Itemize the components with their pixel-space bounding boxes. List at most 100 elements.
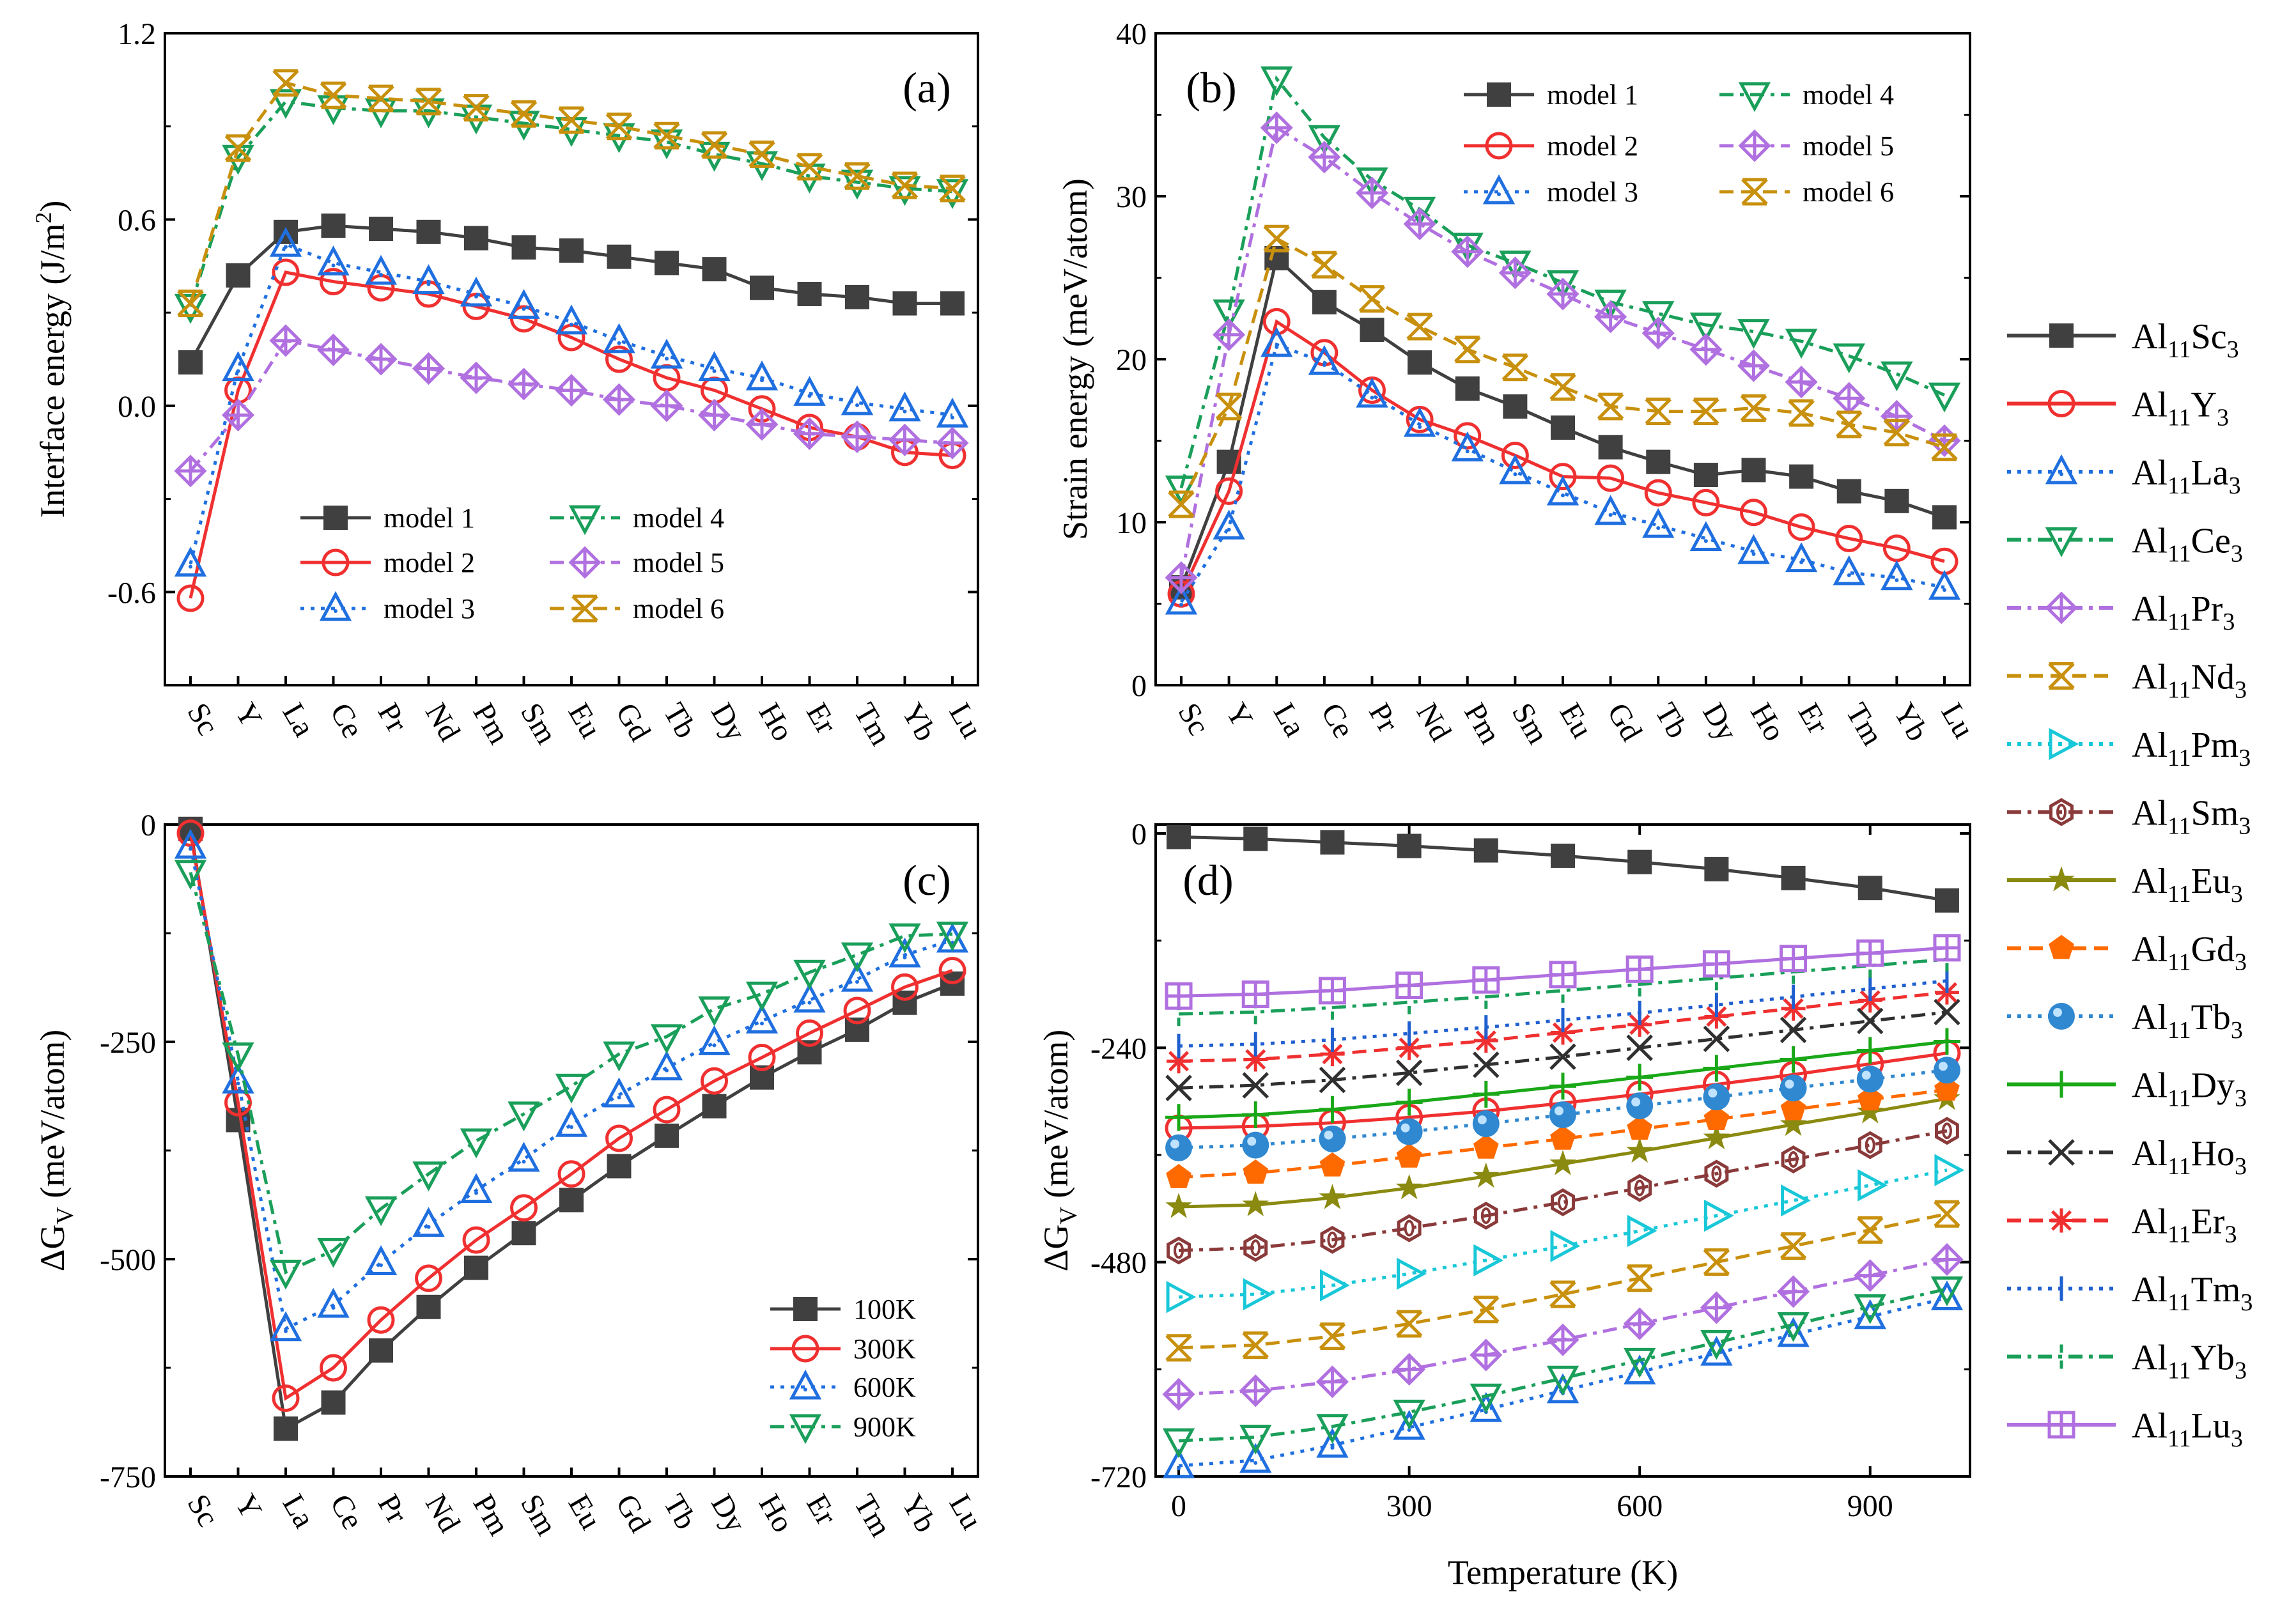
panel-d-series-4-point-3-shape <box>1393 1399 1425 1430</box>
panel-d-series-8-point-9-shape <box>1858 1131 1882 1159</box>
legend-label-10-el: Gd <box>2191 930 2235 970</box>
panel-b-series-4-point-16-shape <box>1928 382 1961 413</box>
panel-a-series-1-point-7-shape <box>511 235 536 260</box>
panel-b-series-6-point-13-shape <box>1788 399 1815 427</box>
panel-d-series-8-point-8-shape <box>1781 1145 1806 1174</box>
panel-c-series-4-point-13 <box>793 959 826 990</box>
panel-b-series-4-point-8-shape <box>1546 270 1579 300</box>
panel-a-series-3-point-14 <box>841 385 874 415</box>
panel-c-series-3-point-8 <box>555 1106 588 1137</box>
panel-c-series-2-point-9 <box>605 1124 633 1152</box>
panel-d-series-12-point-8-shape <box>1780 1046 1807 1073</box>
panel-d-series-7-point-6-shape <box>1627 1214 1657 1247</box>
panel-d-series-10-point-7 <box>1703 1106 1730 1131</box>
panel-d-series-4-point-4-shape <box>1470 1383 1502 1414</box>
panel-d-series-9-point-2-shape <box>1319 1184 1346 1209</box>
panel-c-legend-marker-4 <box>789 1414 822 1445</box>
panel-a-xtick-label-3: Ce <box>323 697 370 744</box>
panel-d-series-1-point-1 <box>1243 826 1268 851</box>
panel-d-series-9-point-6-shape <box>1626 1137 1653 1163</box>
panel-b-series-6-point-8-shape <box>1549 373 1576 401</box>
panel-b-series-1-point-10-shape <box>1646 449 1671 474</box>
panel-d-series-11-point-9-shine <box>1861 1071 1871 1080</box>
panel-d-series-11-point-8-shine <box>1785 1080 1794 1089</box>
panel-d-series-4-point-10 <box>1930 1276 1964 1306</box>
panel-a-series-5-point-10 <box>650 389 683 422</box>
panel-a-xtick-label-16: Lu <box>942 697 989 744</box>
legend-label-12-sub1: 11 <box>2168 1085 2191 1112</box>
panel-b-series-1-point-4 <box>1360 318 1385 343</box>
legend-label-16-al: Al <box>2132 1338 2168 1378</box>
panel-c-series-2-point-15-shape <box>891 973 919 1001</box>
panel-c-xtick-label-14: Tm <box>847 1489 897 1542</box>
legend-marker-9-shape <box>2048 866 2075 892</box>
panel-c-series-2-point-16 <box>938 956 966 984</box>
panel-b-series-3-point-8-shape <box>1546 475 1579 506</box>
panel-d-series-8-point-6-inner <box>1634 1179 1645 1197</box>
panel-d-series-11-point-3-shape <box>1395 1118 1423 1145</box>
panel-a-series-6-point-2 <box>272 69 299 97</box>
panel-c-xtick-label-7: Sm <box>514 1489 564 1541</box>
panel-d-series-17-point-7-cross <box>1704 951 1729 976</box>
panel-a-series-5-point-15-cross <box>890 426 919 454</box>
panel-c-legend-marker-2-shape <box>791 1335 819 1363</box>
panel-c-series-3-point-14-shape <box>841 961 874 992</box>
panel-c-series-1-point-6-shape <box>464 1255 488 1280</box>
legend-label-8: Al11Sm3 <box>2132 794 2251 840</box>
panel-d-series-6-point-7-shape <box>1703 1248 1730 1276</box>
panel-a-series-3-point-12 <box>745 360 779 391</box>
legend-label-2-sub1: 11 <box>2168 405 2191 431</box>
panel-a-legend-marker-3 <box>319 591 352 621</box>
panel-b-label: (b) <box>1186 63 1236 112</box>
panel-c-series-3-point-7 <box>508 1142 540 1172</box>
panel-b-legend-marker-2-shape <box>1485 132 1513 160</box>
panel-d-series-8-point-7-shape <box>1704 1159 1729 1188</box>
panel-a-series-3-point-3-shape <box>317 245 350 275</box>
panel-d-series-12-point-7 <box>1703 1055 1730 1082</box>
panel-b-series-3-point-3-shape <box>1308 345 1341 375</box>
panel-d-series-11-point-3 <box>1395 1118 1423 1145</box>
panel-b-series-6-point-4 <box>1358 285 1386 313</box>
panel-b-series-5-point-10-cross <box>1644 319 1673 348</box>
panel-c-xtick-label-4: Pr <box>371 1489 414 1529</box>
panel-d-series-13-point-3-shape <box>1395 1059 1423 1087</box>
panel-b-series-5-point-15 <box>1880 399 1913 433</box>
panel-d-series-3-point-7-shape <box>1700 1335 1733 1366</box>
legend-marker-12 <box>2048 1071 2075 1098</box>
panel-d-series-3-point-3-dot <box>1407 1428 1411 1432</box>
legend-marker-4-shape <box>2045 527 2078 557</box>
legend-marker-14-shape <box>2049 1208 2074 1233</box>
panel-d-series-10-point-6-shape <box>1627 1115 1653 1140</box>
panel-d-series-4-point-4 <box>1470 1383 1502 1414</box>
legend-label-7-el: Pm <box>2191 725 2239 765</box>
panel-b-series-6-point-12-shape <box>1740 394 1767 422</box>
panel-d-series-5-line <box>1178 1258 1948 1396</box>
panel-d-series-7-point-5-shape <box>1550 1230 1581 1262</box>
panel-d-series-9-point-7-shape <box>1703 1124 1730 1150</box>
legend-label-15-el: Tm <box>2191 1270 2241 1310</box>
panel-b-series-4-point-2 <box>1260 66 1293 97</box>
panel-d-series-9-point-2 <box>1319 1184 1346 1209</box>
legend-label-17-sub1: 11 <box>2168 1425 2191 1452</box>
panel-c-series-3-point-6-dot <box>474 1191 478 1195</box>
panel-d-series-4-point-1 <box>1239 1425 1272 1455</box>
legend-label-1-sub2: 3 <box>2227 336 2239 363</box>
legend-marker-1-shape <box>2049 323 2074 348</box>
panel-b-series-1-point-12 <box>1741 458 1766 483</box>
panel-b-series-3-point-9-dot <box>1608 513 1613 517</box>
panel-b-series-3-point-5 <box>1403 407 1436 437</box>
panel-d-series-17-point-6-cross <box>1627 957 1652 982</box>
legend-marker-11-shape <box>2048 1003 2075 1030</box>
panel-d-series-11-point-0-shape <box>1165 1134 1193 1161</box>
panel-b-legend-label-1: model 1 <box>1547 79 1638 111</box>
legend-label-3-al: Al <box>2132 453 2168 493</box>
panel-d-xtick-label-1: 300 <box>1386 1489 1432 1523</box>
panel-d-series-10-point-9-shape <box>1857 1086 1883 1111</box>
panel-a-series-3-point-9-dot <box>617 341 621 345</box>
panel-a-series-5-point-6-cross <box>462 364 490 392</box>
panel-c-ytick-label-1: -250 <box>100 1026 156 1060</box>
panel-b-series-1-point-16-shape <box>1932 505 1957 530</box>
panel-d-series-13-point-8-shape <box>1780 1016 1807 1044</box>
panel-a-series-1-point-4 <box>369 217 393 241</box>
legend-marker-1 <box>2049 323 2074 348</box>
